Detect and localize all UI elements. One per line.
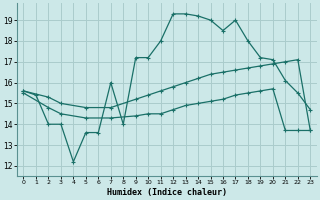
X-axis label: Humidex (Indice chaleur): Humidex (Indice chaleur)	[107, 188, 227, 197]
